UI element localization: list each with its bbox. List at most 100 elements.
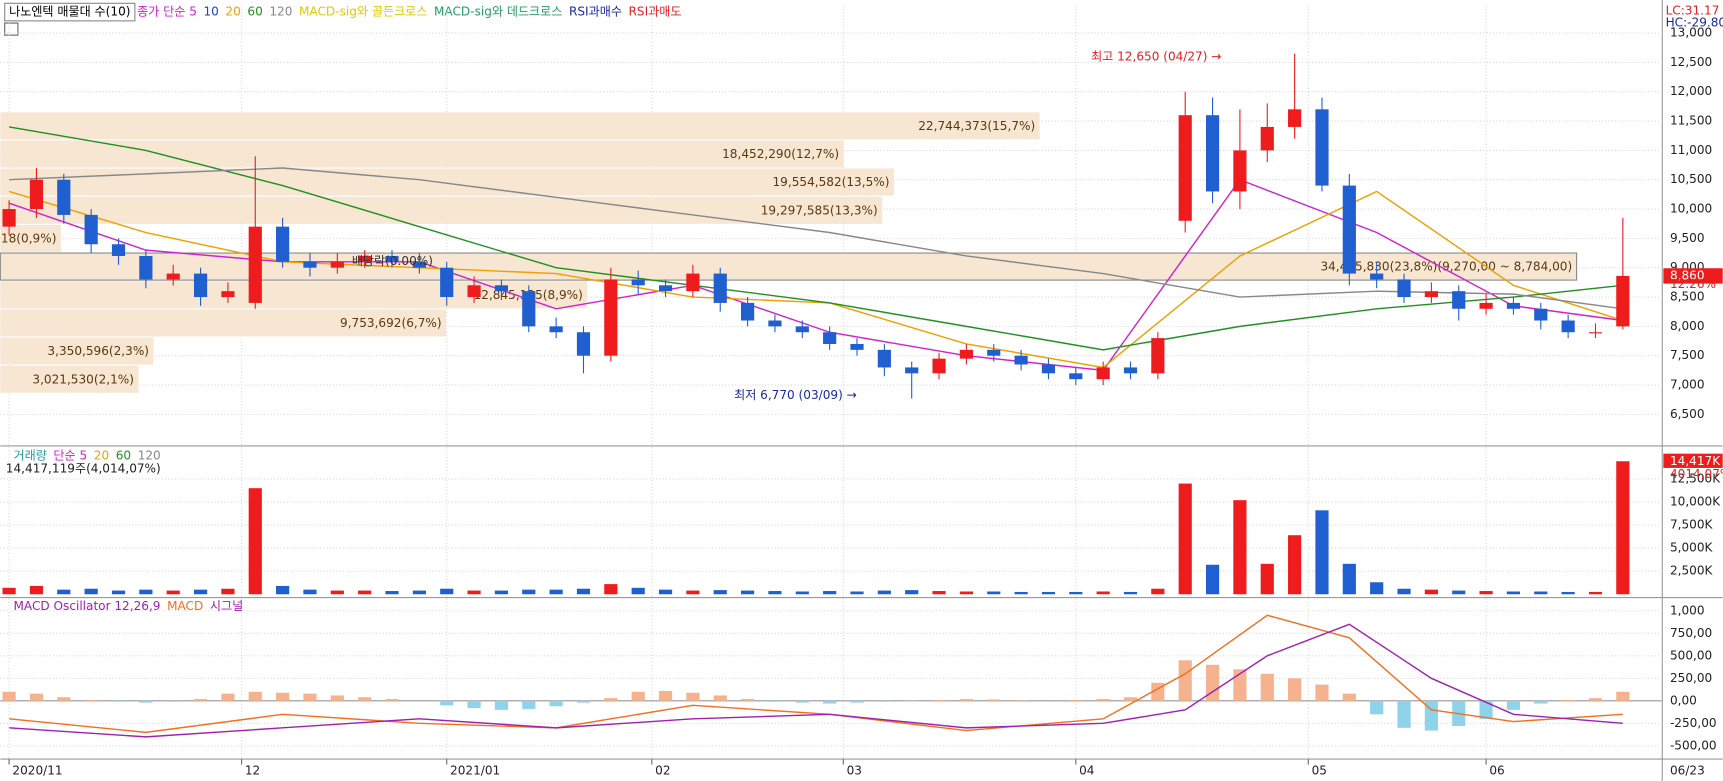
volume-profile-label: 34,495,830(23,8%)(9,270,00 ~ 8,784,00) xyxy=(1320,260,1572,274)
volume-profile-bar xyxy=(0,309,447,337)
candle-body xyxy=(139,255,153,280)
candle-body xyxy=(658,285,673,292)
volume-bar xyxy=(139,589,153,595)
oscillator-bar xyxy=(1233,669,1247,701)
volume-bar xyxy=(385,591,399,595)
oscillator-bar xyxy=(713,695,727,701)
candle-body xyxy=(1315,109,1329,186)
legend-item: 종가 단순 5 xyxy=(137,5,197,19)
volume-profile-label: 22,744,373(15,7%) xyxy=(918,119,1035,133)
x-tick-label: 06 xyxy=(1489,764,1504,778)
candle-body xyxy=(193,273,208,298)
y-tick-label: 7,000 xyxy=(1670,378,1705,392)
oscillator-bar xyxy=(29,693,44,701)
volume-bar xyxy=(1260,563,1274,595)
candle-body xyxy=(1205,115,1220,192)
oscillator-bar xyxy=(84,699,98,701)
candle-body xyxy=(549,326,563,333)
volume-profile-bar xyxy=(0,112,1040,140)
oscillator-bar xyxy=(1534,700,1548,704)
oscillator-bar xyxy=(658,690,673,701)
indicator-line xyxy=(9,614,1623,734)
candle-body xyxy=(1260,126,1274,151)
x-tick-label: 02 xyxy=(655,764,670,778)
oscillator-bar xyxy=(1616,691,1630,701)
candle-body xyxy=(795,326,809,333)
volume-bar xyxy=(604,584,618,595)
candle-body xyxy=(57,179,71,215)
volume-profile-bar xyxy=(0,337,154,365)
volume-profile-bar xyxy=(0,140,844,168)
volume-profile-bar xyxy=(0,168,894,196)
legend-title: 나노엔텍 매물대 수(10) xyxy=(9,5,130,19)
x-tick-label: 05 xyxy=(1312,764,1327,778)
candle-body xyxy=(1233,150,1247,192)
y-tick-label: 11,000 xyxy=(1670,143,1712,157)
legend-item: 120 xyxy=(269,5,292,19)
oscillator-bar xyxy=(795,700,809,703)
candle-body xyxy=(412,261,426,268)
volume-bar xyxy=(1588,591,1603,595)
volume-bar xyxy=(1205,564,1220,595)
candle-body xyxy=(1506,302,1521,309)
candle-body xyxy=(1342,185,1356,274)
candle-body xyxy=(576,332,591,356)
volume-bar xyxy=(1534,591,1548,595)
volume-bar xyxy=(1069,591,1083,595)
x-tick-label: 03 xyxy=(847,764,862,778)
x-tick-label: 04 xyxy=(1079,764,1094,778)
y-tick-label: 10,500 xyxy=(1670,172,1712,186)
oscillator-bar xyxy=(823,700,837,704)
candle-body xyxy=(740,302,755,321)
y-tick-label: -250,00 xyxy=(1670,716,1717,730)
candle-body xyxy=(385,255,399,262)
oscillator-bar xyxy=(385,699,399,701)
volume-bar xyxy=(1014,591,1028,595)
volume-info: 14,417,119주(4,014,07%) xyxy=(6,462,161,476)
legend-title-box xyxy=(4,2,136,22)
candle-body xyxy=(276,226,290,262)
legend-item: 60 xyxy=(247,5,262,19)
candle-body xyxy=(1561,320,1575,333)
volume-bar xyxy=(1561,591,1575,595)
volume-bar xyxy=(576,588,591,595)
volume-bar xyxy=(1123,591,1138,595)
candle-body xyxy=(686,273,700,292)
candle-body xyxy=(440,267,454,298)
candle-body xyxy=(111,244,126,256)
volume-bar xyxy=(412,590,426,595)
candle-body xyxy=(959,349,973,359)
volume-bar xyxy=(740,590,755,595)
oscillator-bar xyxy=(248,691,262,701)
volume-profile-bar xyxy=(0,365,139,393)
low-annotation: 최저 6,770 (03/09) → xyxy=(734,388,857,402)
volume-profile-label: 3,021,530(2,1%) xyxy=(32,372,134,386)
volume-bar xyxy=(221,588,235,595)
panel-legend: 60 xyxy=(116,448,131,462)
volume-bar xyxy=(658,589,673,595)
candle-body xyxy=(330,261,344,268)
volume-bar xyxy=(987,591,1001,595)
candle-body xyxy=(84,214,98,245)
oscillator-bar xyxy=(604,698,618,701)
y-tick-label: 12,500 xyxy=(1670,55,1712,69)
legend-item: RSI과매수 xyxy=(569,5,622,19)
oscillator-bar xyxy=(1205,664,1220,701)
candle-body xyxy=(1151,338,1165,374)
oscillator-bar xyxy=(1069,699,1083,701)
volume-bar xyxy=(1151,588,1165,595)
volume-bar xyxy=(1342,563,1356,595)
y-tick-label: 8,500 xyxy=(1670,290,1705,304)
oscillator-bar xyxy=(1397,700,1411,728)
last-price-box xyxy=(1663,268,1723,284)
volume-bar xyxy=(1315,510,1329,595)
candle-body xyxy=(631,279,645,286)
y-tick-label: 6,500 xyxy=(1670,407,1705,421)
oscillator-bar xyxy=(467,700,481,709)
settings-icon[interactable] xyxy=(4,22,19,36)
y-tick-label: 10,000 xyxy=(1670,202,1712,216)
volume-bar xyxy=(303,589,317,595)
oscillator-bar xyxy=(303,693,317,701)
candle-body xyxy=(1452,291,1466,309)
y-tick-label: 10,000K xyxy=(1670,495,1721,509)
